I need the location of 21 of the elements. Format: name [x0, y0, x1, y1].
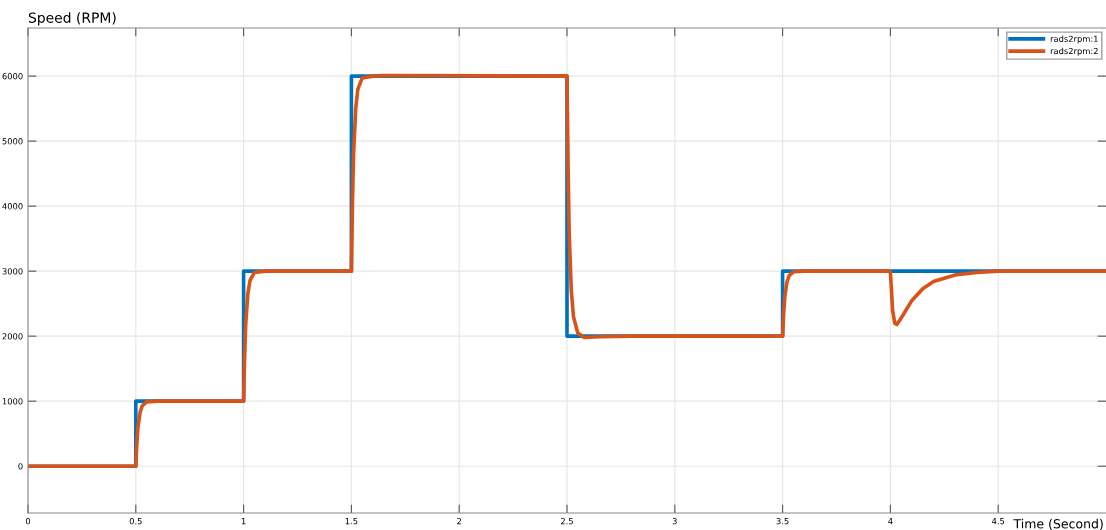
legend-label: rads2rpm:2	[1050, 47, 1098, 56]
x-tick-label: 2.5	[560, 518, 573, 525]
y-tick-label: 0	[18, 463, 23, 470]
x-tick-label: 3.5	[776, 518, 789, 525]
y-tick-label: 1000	[2, 398, 23, 405]
x-tick-label: 3	[672, 518, 677, 525]
y-tick-label: 2000	[2, 333, 23, 340]
y-axis-title: Speed (RPM)	[28, 12, 116, 26]
y-tick-label: 5000	[2, 138, 23, 145]
x-tick-label: 0.5	[129, 518, 142, 525]
legend-label: rads2rpm:1	[1050, 35, 1098, 44]
x-tick-label: 1	[241, 518, 246, 525]
x-tick-label: 4	[888, 518, 893, 525]
x-axis-title: Time (Second)	[1013, 518, 1103, 530]
x-tick-label: 0	[25, 518, 31, 525]
x-tick-label: 2	[457, 518, 462, 525]
x-tick-label: 1.5	[345, 518, 358, 525]
y-tick-label: 3000	[2, 268, 23, 275]
y-tick-label: 4000	[2, 203, 23, 210]
y-tick-label: 6000	[2, 73, 23, 80]
x-tick-label: 4.5	[991, 518, 1005, 525]
